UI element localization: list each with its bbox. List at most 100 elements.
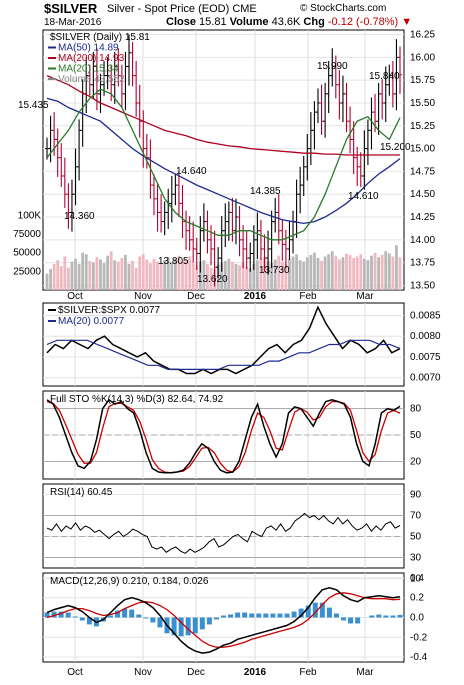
volume-bar [266, 260, 270, 290]
macd-histogram-bar [44, 612, 50, 618]
macd-line [46, 587, 401, 654]
price-annotation: 15.990 [317, 61, 348, 72]
ytick-3-1: 70 [410, 511, 422, 522]
macd-histogram-bar [65, 612, 71, 618]
ytick-1-0: 0.0085 [410, 310, 441, 321]
price-annotation: 14.640 [176, 166, 207, 177]
macd-histogram-bar [185, 617, 191, 636]
quote-summary: Close 15.81 Volume 43.6K Chg -0.12 (-0.7… [166, 16, 412, 28]
macd-histogram-bar [235, 612, 241, 618]
ytick-4-3: -0.2 [410, 632, 428, 643]
volume-bar [173, 258, 177, 290]
volume-bar [59, 266, 63, 290]
volume-bar [91, 262, 95, 290]
macd-histogram-bar [355, 617, 361, 624]
macd-histogram-bar [199, 617, 205, 630]
volume-bar [248, 268, 252, 290]
volume-bar [341, 257, 345, 290]
price-annotation: 14.360 [64, 211, 95, 222]
volume-bar [120, 257, 124, 290]
macd-histogram-bar [376, 614, 382, 618]
volume-bar [127, 263, 131, 290]
volume-bar [45, 273, 49, 290]
volume-bar [77, 263, 81, 290]
macd-histogram-bar [319, 602, 325, 618]
macd-histogram-bar [256, 613, 262, 618]
macd-histogram-bar [383, 615, 389, 618]
volume-bar [273, 259, 277, 290]
macd-histogram-bar [228, 614, 234, 618]
macd-histogram-bar [284, 613, 290, 618]
chg-down-arrow-icon: ▼ [401, 16, 413, 28]
macd-histogram-bar [136, 614, 142, 618]
ytick-2-0: 80 [410, 404, 422, 415]
macd-histogram-bar [341, 617, 347, 621]
volume-bar [49, 269, 52, 290]
xlabel-price-4: Feb [299, 291, 317, 302]
ytick-0-7: 14.50 [410, 189, 435, 200]
macd-histogram-bar [178, 617, 184, 637]
volume-bar [366, 260, 370, 290]
macd-histogram-bar [291, 611, 297, 618]
volume-bar [373, 252, 377, 290]
volume-bar [113, 260, 117, 290]
volume-bar [209, 267, 213, 290]
volume-bar [370, 255, 373, 290]
ytick-4-0: 0.4 [410, 573, 424, 584]
volume-bar [327, 254, 331, 290]
macd-legend: MACD(12,26,9) 0.210, 0.184, 0.026 [50, 576, 209, 587]
price-ma-line-0 [46, 97, 401, 225]
volume-bar [202, 260, 206, 290]
volume-bar [320, 260, 323, 290]
chart-date: 18-Mar-2016 [44, 17, 102, 28]
macd-histogram-bar [390, 615, 396, 618]
macd-histogram-bar [298, 608, 304, 618]
volume-tick-2: 50000 [13, 248, 41, 259]
volume-bar [81, 252, 85, 290]
volume-bar [177, 255, 181, 290]
ytick-4-1: 0.2 [410, 593, 424, 604]
panel-3-frame [42, 483, 405, 569]
close-label: Close [166, 16, 196, 28]
volume-bar [188, 256, 192, 290]
xlabel-price-2: Dec [187, 291, 205, 302]
price-annotation: 14.610 [348, 191, 379, 202]
volume-bar [337, 259, 341, 290]
panel-1-frame [42, 302, 405, 387]
volume-bar [184, 259, 188, 290]
xlabel-price-0: Oct [67, 291, 83, 302]
chg-label: Chg [303, 16, 325, 28]
volume-bar [384, 251, 388, 290]
volume-bar [70, 261, 74, 290]
volume-bar [63, 256, 67, 290]
volume-bar [352, 257, 356, 290]
volume-bar [280, 261, 284, 290]
volume-bar [238, 265, 241, 290]
volume-tick-3: 25000 [13, 266, 41, 277]
ytick-4-4: -0.4 [410, 652, 428, 663]
ytick-4-2: 0.0 [410, 613, 424, 624]
xlabel-macd-0: Oct [67, 667, 83, 678]
volume-bar [227, 258, 231, 290]
price-annotation: 15.200 [380, 142, 411, 153]
volume-bar [309, 254, 313, 290]
volume-bar [195, 265, 199, 290]
volume-bar [166, 257, 170, 290]
price-annotation: 13.620 [197, 274, 228, 285]
volume-bar [305, 257, 309, 290]
volume-bar [330, 251, 334, 290]
volume-bar [334, 255, 338, 290]
volume-bar [56, 260, 60, 290]
macd-histogram-bar [221, 615, 226, 618]
volume-bar [134, 267, 138, 290]
ytick-0-0: 16.25 [410, 30, 435, 41]
rsi-line [46, 512, 401, 554]
volume-tick-1: 75000 [13, 229, 41, 240]
ytick-0-9: 14.00 [410, 235, 435, 246]
price-annotation: 13.805 [158, 256, 189, 267]
volume-bar [109, 251, 113, 290]
ratio-ma-line [46, 339, 401, 370]
price-annotation: 13.730 [259, 265, 290, 276]
